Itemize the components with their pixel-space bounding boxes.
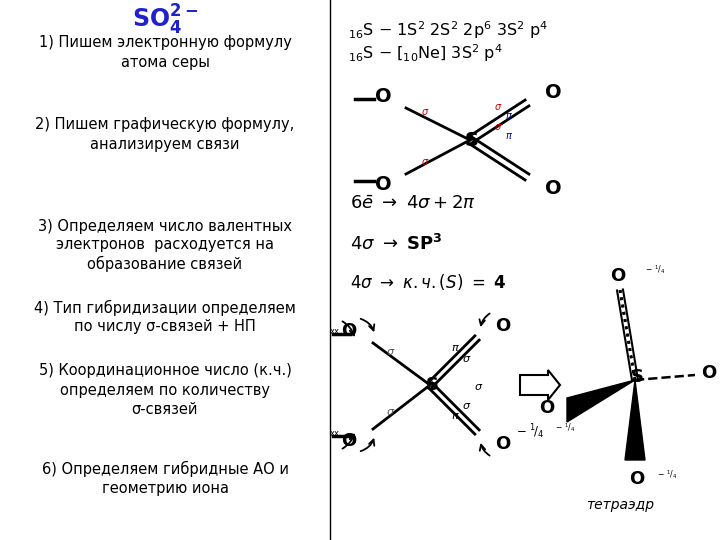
Text: 6) Определяем гибридные АО и: 6) Определяем гибридные АО и <box>42 461 289 477</box>
Text: O: O <box>495 435 510 453</box>
Text: σ: σ <box>495 122 501 132</box>
Text: образование связей: образование связей <box>87 256 243 272</box>
Text: $-\ ^{1}\!/_{4}$: $-\ ^{1}\!/_{4}$ <box>516 423 544 441</box>
Text: O: O <box>374 176 391 194</box>
Text: π: π <box>505 131 511 141</box>
Text: π: π <box>505 111 511 121</box>
Text: O: O <box>539 399 554 417</box>
Text: O: O <box>341 432 356 450</box>
Text: $6\bar{e}\ \rightarrow\ 4\sigma + 2\pi$: $6\bar{e}\ \rightarrow\ 4\sigma + 2\pi$ <box>350 195 476 213</box>
Text: $_{16}$S $-$ 1S$^2$ 2S$^2$ 2p$^6$ 3S$^2$ p$^4$: $_{16}$S $-$ 1S$^2$ 2S$^2$ 2p$^6$ 3S$^2$… <box>348 19 548 41</box>
Text: 4) Тип гибридизации определяем: 4) Тип гибридизации определяем <box>34 300 296 316</box>
Text: π: π <box>451 343 459 353</box>
Text: O: O <box>545 83 562 102</box>
Text: $4\sigma\ \rightarrow\ \kappa.\mathit{ч}.(S)\ =\ \mathbf{4}$: $4\sigma\ \rightarrow\ \kappa.\mathit{ч}… <box>350 272 507 292</box>
Text: π: π <box>451 411 459 421</box>
Text: $^{-\ \mathregular{^{1}/_{4}}}$: $^{-\ \mathregular{^{1}/_{4}}}$ <box>555 425 576 435</box>
Text: $4\sigma\ \rightarrow\ \mathit{\mathbf{SP^3}}$: $4\sigma\ \rightarrow\ \mathit{\mathbf{S… <box>350 234 443 254</box>
Text: $^{-\ \mathregular{^{1}/_{4}}}$: $^{-\ \mathregular{^{1}/_{4}}}$ <box>657 472 678 482</box>
Text: O: O <box>374 87 391 106</box>
Text: 1) Пишем электронную формулу: 1) Пишем электронную формулу <box>39 36 292 51</box>
Text: $_{16}$S $-$ [$_{10}$Ne] 3S$^2$ p$^4$: $_{16}$S $-$ [$_{10}$Ne] 3S$^2$ p$^4$ <box>348 42 503 64</box>
Text: геометрию иона: геометрию иона <box>102 481 228 496</box>
Text: по числу σ-связей + НП: по числу σ-связей + НП <box>74 320 256 334</box>
Text: O: O <box>701 364 716 382</box>
Text: O: O <box>341 322 356 340</box>
Text: $^{-\ \mathregular{^{1}/_{4}}}$: $^{-\ \mathregular{^{1}/_{4}}}$ <box>645 267 666 277</box>
Text: σ: σ <box>422 107 428 117</box>
Text: xx: xx <box>330 327 340 336</box>
Text: O: O <box>629 470 644 488</box>
Text: σ: σ <box>387 347 394 357</box>
Text: σ: σ <box>462 354 469 364</box>
Text: σ: σ <box>422 157 428 167</box>
Text: определяем по количеству: определяем по количеству <box>60 382 270 397</box>
Text: O: O <box>545 179 562 198</box>
Text: 5) Координационное число (к.ч.): 5) Координационное число (к.ч.) <box>39 363 292 379</box>
Text: анализируем связи: анализируем связи <box>90 137 240 152</box>
Text: σ: σ <box>462 401 469 411</box>
Text: σ: σ <box>387 407 394 417</box>
Text: 3) Определяем число валентных: 3) Определяем число валентных <box>38 219 292 233</box>
Text: xx: xx <box>330 429 340 438</box>
Text: O: O <box>611 267 626 285</box>
Polygon shape <box>625 380 645 460</box>
Polygon shape <box>520 370 560 400</box>
Text: тетраэдр: тетраэдр <box>586 498 654 512</box>
Text: атома серы: атома серы <box>120 55 210 70</box>
Text: электронов  расходуется на: электронов расходуется на <box>56 238 274 253</box>
Polygon shape <box>567 380 635 422</box>
Text: σ: σ <box>474 382 482 392</box>
Text: O: O <box>495 317 510 335</box>
Text: S: S <box>426 376 438 394</box>
Text: S: S <box>465 131 479 150</box>
Text: $\mathit{\mathbf{SO_4^{2-}}}$: $\mathit{\mathbf{SO_4^{2-}}}$ <box>132 3 198 37</box>
Text: 2) Пишем графическую формулу,: 2) Пишем графическую формулу, <box>35 118 294 132</box>
Text: σ-связей: σ-связей <box>132 402 198 416</box>
Text: σ: σ <box>495 102 501 112</box>
Text: S: S <box>631 368 644 386</box>
